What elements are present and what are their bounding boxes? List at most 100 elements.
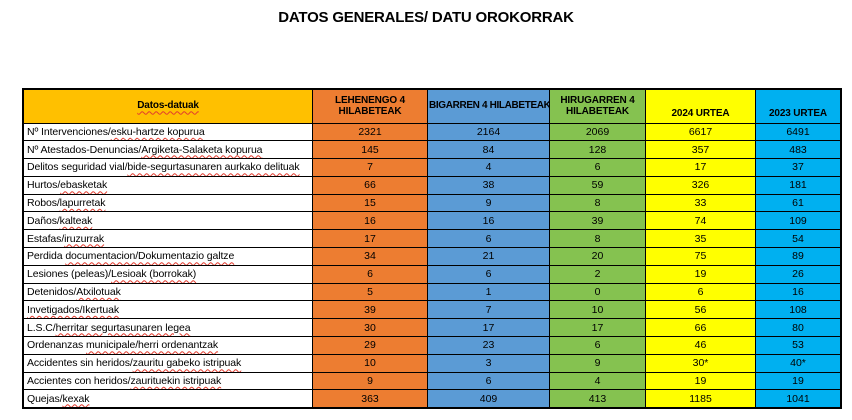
table-row: Nº Intervenciones/esku-hartze kopurua 232… [22,122,842,142]
value-cell: 80 [755,318,842,338]
value-cell: 6 [427,229,550,249]
row-label-cell: Nº Intervenciones/esku-hartze kopurua [22,122,313,142]
value-cell: 9 [427,193,550,213]
table-row: L.S.C/herritar segurtasunaren legea 30 17 1… [22,318,842,338]
value-cell: 66 [645,318,756,338]
row-label-cell: Hurtos/ebasketak [22,175,313,195]
column-header-label: Datos-datuak [137,100,199,112]
value-cell: 1 [427,282,550,302]
value-cell: 53 [755,336,842,355]
value-cell: 21 [427,247,550,266]
value-cell: 26 [755,264,842,284]
value-cell: 4 [549,371,646,391]
row-label-cell: Accidentes sin heridos/zauritu gabeko is… [22,353,313,373]
table-row: Quejas/kexak 363 409 413 1185 1041 [22,389,842,409]
value-cell: 29 [312,336,428,355]
table-body: Nº Intervenciones/esku-hartze kopurua 232… [22,122,842,409]
value-cell: 39 [549,211,646,231]
row-label-cell: Accientes con heridos/zaurituekin istrip… [22,371,313,391]
row-label-cell: Quejas/kexak [22,389,313,409]
value-cell: 6 [645,282,756,302]
value-cell: 109 [755,211,842,231]
general-data-table: Datos-datuak LEHENENGO 4 HILABETEAK BIGARR… [22,88,842,409]
row-label-segment: Perdida [27,250,66,263]
table-row: Lesiones (peleas)/Lesioak (borrokak) 6 6 2 1… [22,264,842,284]
row-label-segment: lapurretak [59,197,106,210]
value-cell: 40* [755,353,842,373]
value-cell: 74 [645,211,756,231]
value-cell: 0 [549,282,646,302]
value-cell: 10 [549,300,646,320]
value-cell: 6491 [755,122,842,142]
row-label-cell: Nº Atestados-Denuncias/Argiketa-Salaketa… [22,140,313,160]
row-label-cell: Invetigados/Ikertuak [22,300,313,320]
value-cell: 17 [427,318,550,338]
header-row: Datos-datuak LEHENENGO 4 HILABETEAK BIGARR… [22,88,842,124]
value-cell: 108 [755,300,842,320]
row-label-cell: Estafas/iruzurrak [22,229,313,249]
value-cell: 66 [312,175,428,195]
value-cell: 9 [312,371,428,391]
value-cell: 10 [312,353,428,373]
row-label-cell: L.S.C/herritar segurtasunaren legea [22,318,313,338]
table-row: Daños/kalteak 16 16 39 74 109 [22,211,842,231]
value-cell: 56 [645,300,756,320]
row-label-segment: Quejas/ [27,392,63,405]
value-cell: 16 [755,282,842,302]
row-label-segment: Argiketa-Salaketa kopurua [141,143,263,156]
value-cell: 84 [427,140,550,160]
row-label-segment: Robos/ [27,197,60,210]
column-header-label: BIGARREN 4 HILABETEAK [429,100,550,112]
table-row: Invetigados/Ikertuak 39 7 10 56 108 [22,300,842,320]
column-header-4: 2024 URTEA [645,88,756,124]
value-cell: 363 [312,389,428,409]
row-label-segment: Atxilotuak [76,286,121,299]
table-row: Accientes con heridos/zaurituekin istrip… [22,371,842,391]
table-row: Detenidos/Atxilotuak 5 1 0 6 16 [22,282,842,302]
value-cell: 30* [645,353,756,373]
value-cell: 1185 [645,389,756,409]
row-label-segment: L.S.C/ [27,321,56,334]
value-cell: 413 [549,389,646,409]
row-label-segment: kalteak [59,214,93,227]
page-title: DATOS GENERALES/ DATU OROKORRAK [278,9,574,26]
value-cell: 16 [427,211,550,231]
value-cell: 19 [755,371,842,391]
value-cell: 15 [312,193,428,213]
value-cell: 5 [312,282,428,302]
value-cell: 2164 [427,122,550,142]
value-cell: 61 [755,193,842,213]
value-cell: 8 [549,229,646,249]
value-cell: 17 [645,158,756,177]
row-label-cell: Ordenanzas municipale/herri ordenantzak [22,336,313,355]
table-header: Datos-datuak LEHENENGO 4 HILABETEAK BIGARR… [22,88,842,124]
value-cell: 4 [427,158,550,177]
row-label-segment: documentacion/Dokumentazio galtze [65,250,235,263]
value-cell: 7 [312,158,428,177]
row-label-segment: Lesioak (borrokak) [111,268,197,281]
value-cell: 59 [549,175,646,195]
column-header-label: LEHENENGO 4 HILABETEAK [334,94,406,117]
row-label-segment: Nº Atestados-Denuncias/ [27,143,142,156]
row-label-segment: Nº Intervenciones/ [27,125,111,138]
row-label-segment: bide-segurtasunaren aurkako delituak [127,161,300,174]
value-cell: 89 [755,247,842,266]
row-label-segment: municipale/herri ordenantzak [86,339,219,352]
row-label-segment: Detenidos/ [27,286,77,299]
value-cell: 17 [312,229,428,249]
column-header-5: 2023 URTEA [755,88,842,124]
row-label-cell: Perdida documentacion/Dokumentazio galtz… [22,247,313,266]
value-cell: 46 [645,336,756,355]
row-label-cell: Detenidos/Atxilotuak [22,282,313,302]
value-cell: 20 [549,247,646,266]
value-cell: 128 [549,140,646,160]
value-cell: 326 [645,175,756,195]
value-cell: 6 [549,336,646,355]
value-cell: 33 [645,193,756,213]
table-row: Ordenanzas municipale/herri ordenantzak 2… [22,336,842,355]
value-cell: 2069 [549,122,646,142]
value-cell: 19 [645,371,756,391]
row-label-segment: ebasketak [60,179,108,192]
row-label-cell: Lesiones (peleas)/Lesioak (borrokak) [22,264,313,284]
